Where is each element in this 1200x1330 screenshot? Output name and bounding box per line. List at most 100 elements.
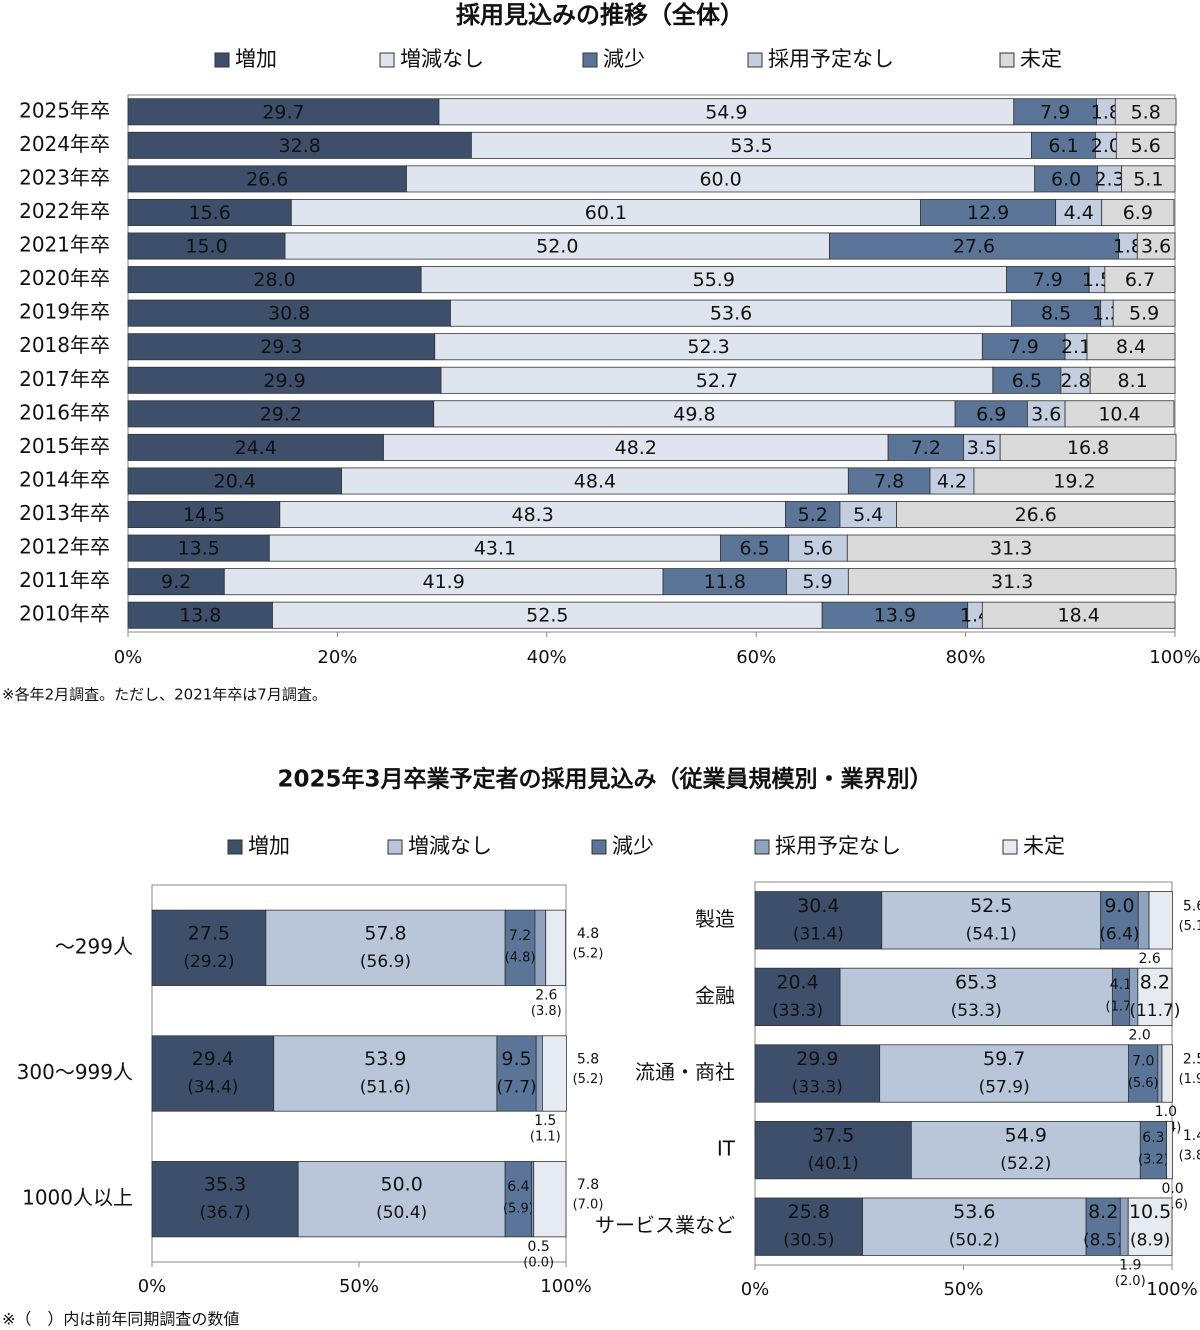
value-label: 8.5: [1041, 303, 1071, 325]
value-label: 13.9: [874, 605, 916, 627]
prev-value-label: (34.4): [187, 1078, 238, 1098]
legend-swatch: [227, 839, 243, 855]
bar-segment: [127, 266, 422, 294]
bar-segment: [920, 198, 1057, 226]
bar-segment: [1006, 266, 1090, 294]
prev-value-label: (33.3): [792, 1078, 843, 1098]
value-label: 32.8: [279, 135, 321, 157]
value-label: 26.6: [1015, 504, 1057, 526]
bar-segment: [496, 1035, 537, 1112]
bar-segment: [879, 1044, 1130, 1103]
bar-segment: [788, 534, 848, 562]
bar-segment: [1127, 1197, 1173, 1256]
prev-value-label: (57.9): [979, 1078, 1030, 1098]
bar-segment: [754, 1044, 881, 1103]
bar-segment: [433, 400, 956, 428]
x-tick-label: 0%: [114, 647, 143, 668]
footnote: ※各年2月調査。ただし、2021年卒は7月調査。: [2, 686, 327, 704]
value-label: 6.1: [1048, 135, 1078, 157]
category-label: 2015年卒: [19, 434, 110, 458]
bar-segment: [1034, 165, 1098, 193]
bar-segment: [434, 333, 983, 361]
value-label: 2.3: [1094, 168, 1124, 190]
bar-segment: [1086, 333, 1176, 361]
value-label: 5.4: [853, 504, 883, 526]
bar-segment: [290, 198, 921, 226]
x-tick-label: 0%: [138, 1276, 167, 1297]
legend-label: 増減なし: [400, 47, 484, 71]
value-label: 8.2: [1140, 971, 1170, 993]
value-label: 52.7: [696, 370, 738, 392]
legend-label: 減少: [603, 47, 645, 71]
bar-segment: [786, 568, 849, 596]
value-label: 16.8: [1067, 437, 1109, 459]
value-label: 29.7: [262, 101, 304, 123]
prev-value-label: (8.5): [1083, 1231, 1123, 1251]
value-label: 5.9: [802, 571, 832, 593]
value-label: 49.8: [673, 403, 715, 425]
legend-swatch: [754, 839, 770, 855]
category-label: 2019年卒: [19, 300, 110, 324]
value-label: 2.6: [535, 988, 557, 1004]
prev-value-label: (53.3): [951, 1001, 1002, 1021]
value-label: 7.9: [1033, 269, 1063, 291]
value-label: 13.5: [178, 538, 220, 560]
value-label: 1.4: [1183, 1128, 1200, 1144]
category-label: 金融: [695, 983, 735, 1007]
bar-segment: [1137, 891, 1150, 950]
value-label: 2.8: [1060, 370, 1090, 392]
bar-segment: [438, 98, 1015, 126]
category-label: 2010年卒: [19, 602, 110, 626]
value-label: 5.6: [803, 538, 833, 560]
category-label: ～299人: [55, 934, 133, 958]
value-label: 1.0: [1155, 1104, 1177, 1120]
bar-segment: [406, 165, 1036, 193]
prev-value-label: (1.1): [530, 1130, 561, 1145]
bar-segment: [127, 131, 472, 159]
prev-value-label: (33.3): [772, 1001, 823, 1021]
value-label: 29.2: [260, 403, 302, 425]
value-label: 43.1: [474, 538, 516, 560]
prev-value-label: (1.9): [1179, 1072, 1200, 1087]
value-label: 52.5: [526, 605, 568, 627]
bar-segment: [151, 1035, 275, 1112]
prev-value-label: (6.4): [1099, 924, 1139, 944]
category-label: 2011年卒: [19, 568, 110, 592]
bar-segment: [1101, 198, 1175, 226]
value-label: 7.8: [577, 1177, 599, 1193]
value-label: 0.0: [1161, 1181, 1183, 1197]
value-label: 48.2: [615, 437, 657, 459]
value-label: 1.9: [1119, 1257, 1141, 1273]
value-label: 65.3: [955, 971, 997, 993]
bar-segment: [1100, 891, 1139, 950]
value-label: 59.7: [983, 1048, 1025, 1070]
value-label: 20.4: [214, 470, 256, 492]
bar-segment: [450, 299, 1013, 327]
bar-segment: [973, 467, 1176, 495]
category-label: 2013年卒: [19, 501, 110, 525]
value-label: 10.4: [1098, 403, 1140, 425]
value-label: 4.8: [577, 926, 599, 942]
bar-segment: [127, 467, 342, 495]
category-label: 2020年卒: [19, 266, 110, 290]
bar-segment: [151, 909, 267, 986]
value-label: 6.0: [1051, 168, 1081, 190]
bar-segment: [127, 198, 292, 226]
x-tick-label: 100%: [1149, 647, 1200, 668]
bar-segment: [127, 366, 442, 394]
bar-segment: [1115, 131, 1176, 159]
section-title: 2025年3月卒業予定者の採用見込み（従業員規模別・業界別）: [277, 766, 932, 793]
prev-value-label: (7.7): [496, 1078, 536, 1098]
value-label: 30.8: [268, 303, 310, 325]
legend-swatch: [747, 52, 763, 68]
bar-segment: [284, 232, 830, 260]
category-label: 2017年卒: [19, 367, 110, 391]
bar-segment: [273, 1035, 498, 1112]
category-label: 2025年卒: [19, 98, 110, 122]
value-label: 41.9: [423, 571, 465, 593]
value-label: 30.4: [797, 895, 839, 917]
value-label: 52.0: [536, 236, 578, 258]
legend-label: 増減なし: [408, 834, 492, 858]
legend-swatch: [1002, 839, 1018, 855]
bar-segment: [839, 967, 1113, 1027]
